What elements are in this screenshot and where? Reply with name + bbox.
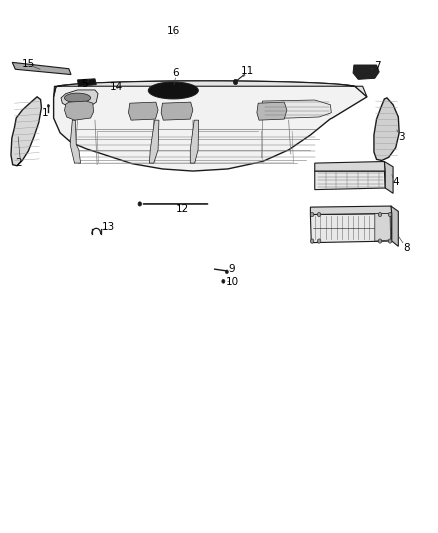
Text: 3: 3 [399,132,405,142]
Polygon shape [315,161,385,171]
Polygon shape [311,214,392,243]
Text: 12: 12 [175,204,189,214]
Ellipse shape [47,104,49,107]
Polygon shape [391,206,398,246]
Polygon shape [64,101,94,120]
Text: 10: 10 [226,277,239,287]
Polygon shape [149,120,159,163]
Polygon shape [128,102,158,120]
Polygon shape [61,90,98,109]
Text: 8: 8 [403,243,410,253]
Polygon shape [190,120,198,163]
Polygon shape [353,65,379,79]
Text: 14: 14 [110,82,124,92]
Ellipse shape [138,202,141,206]
Polygon shape [53,81,367,97]
Polygon shape [11,97,42,166]
Ellipse shape [378,239,382,243]
Ellipse shape [225,270,228,273]
Text: 11: 11 [240,67,254,76]
Ellipse shape [311,213,314,216]
Text: 6: 6 [172,68,179,78]
Text: 9: 9 [229,264,235,274]
Ellipse shape [222,279,225,283]
Polygon shape [261,100,331,118]
Polygon shape [375,214,391,241]
Ellipse shape [233,79,238,85]
Polygon shape [257,102,287,120]
Text: 4: 4 [392,176,399,187]
Ellipse shape [64,93,91,103]
Polygon shape [53,81,367,171]
Ellipse shape [389,239,392,243]
Text: 1: 1 [42,108,48,118]
Text: 7: 7 [374,61,381,71]
Ellipse shape [311,239,314,243]
Polygon shape [385,161,393,193]
Ellipse shape [148,82,198,99]
Polygon shape [70,120,81,163]
Polygon shape [315,171,385,190]
Polygon shape [311,206,392,215]
Ellipse shape [318,239,321,243]
Text: 5: 5 [81,78,88,88]
Text: 16: 16 [167,26,180,36]
Text: 15: 15 [22,59,35,69]
Text: 13: 13 [101,222,115,232]
Polygon shape [161,102,193,120]
Polygon shape [78,79,96,86]
Ellipse shape [389,213,392,216]
Ellipse shape [378,213,382,216]
Polygon shape [374,98,399,160]
Text: 2: 2 [15,158,22,168]
Ellipse shape [318,213,321,216]
Polygon shape [12,62,71,75]
